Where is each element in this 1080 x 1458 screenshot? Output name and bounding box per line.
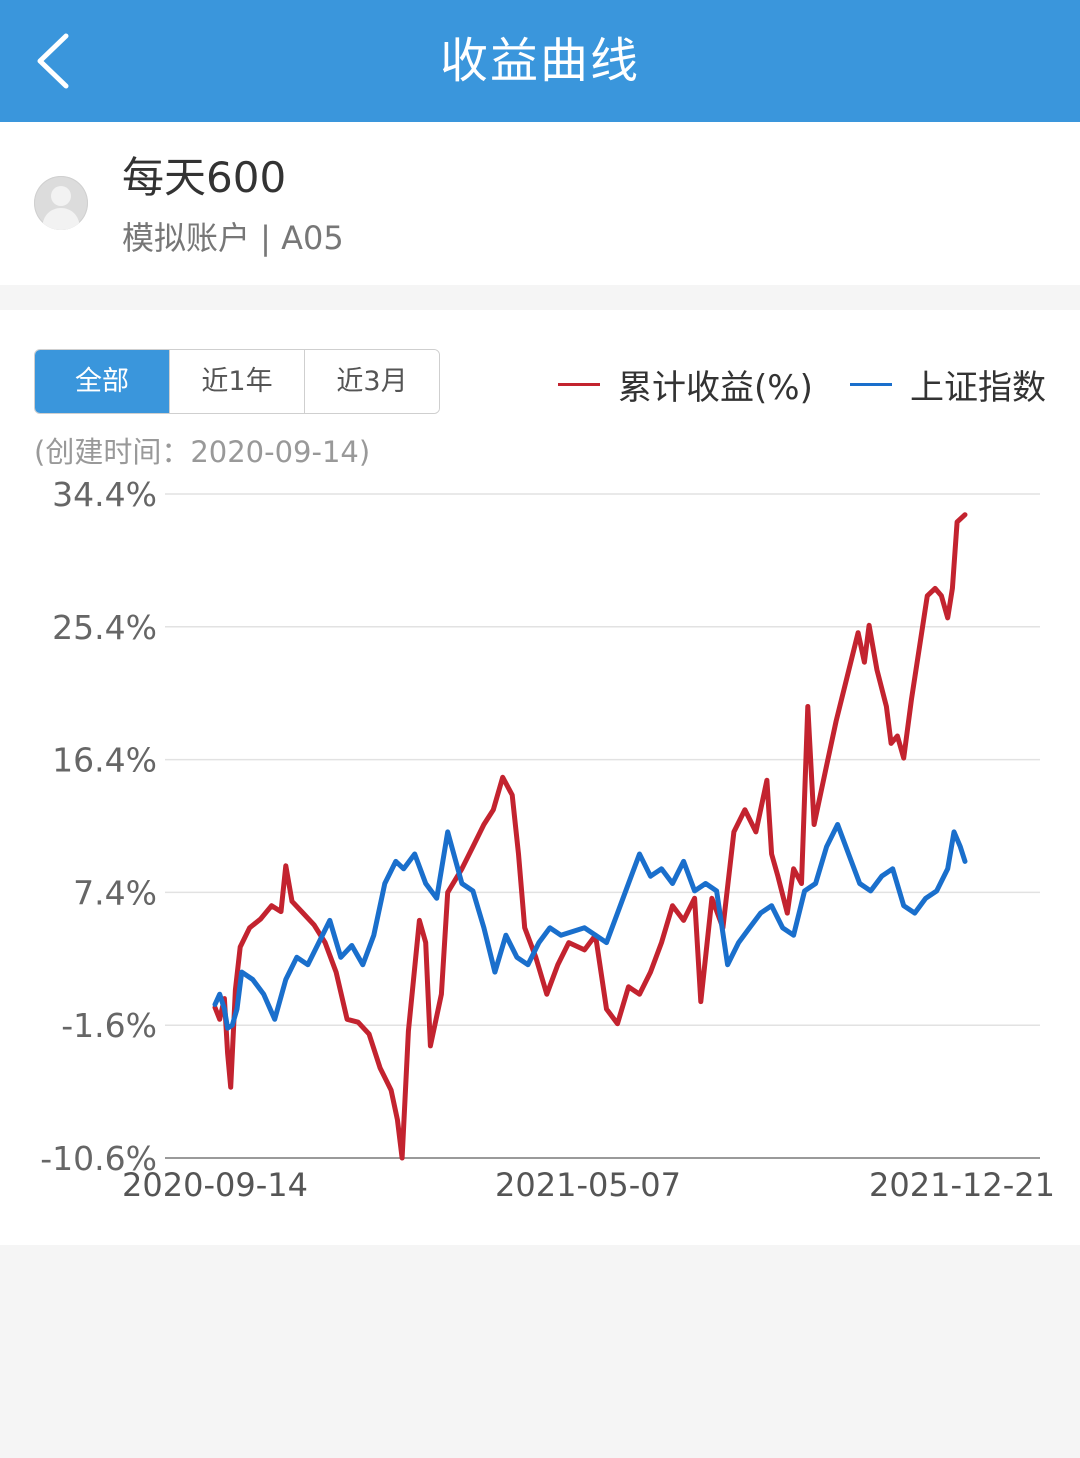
y-tick-label: -1.6%: [61, 1006, 157, 1045]
y-tick-label: 25.4%: [52, 608, 157, 647]
tab-3-months[interactable]: 近3月: [304, 350, 439, 413]
legend-item-return[interactable]: 累计收益(%): [558, 362, 813, 408]
legend-label-return: 累计收益(%): [618, 367, 813, 408]
return-line-chart: 34.4% 25.4% 16.4% 7.4% -1.6% -10.6%2020-09-14…: [40, 475, 1055, 1204]
y-tick-label: -10.6%: [40, 1139, 157, 1178]
page-title: 收益曲线: [439, 33, 640, 89]
y-tick-label: 34.4%: [52, 475, 157, 514]
series-line-return: [212, 512, 968, 1161]
y-tick-label: 16.4%: [52, 741, 157, 780]
account-label: 模拟账户 | A05: [122, 219, 344, 257]
app-header: 收益曲线: [0, 0, 1080, 122]
user-name: 每天600: [122, 153, 287, 202]
back-button[interactable]: [30, 30, 80, 92]
created-date: (创建时间：2020-09-14): [34, 435, 371, 469]
x-tick-label: 2021-12-21: [869, 1166, 1055, 1204]
tab-1-year[interactable]: 近1年: [169, 350, 304, 413]
legend-item-index[interactable]: 上证指数: [850, 362, 1046, 408]
legend-label-index: 上证指数: [910, 367, 1046, 408]
user-avatar-icon[interactable]: [34, 176, 88, 230]
y-tick-label: 7.4%: [73, 873, 157, 912]
series-line-index: [212, 822, 968, 1031]
legend-swatch-index: [850, 382, 892, 386]
chevron-left-icon: [37, 33, 69, 89]
x-tick-label: 2021-05-07: [495, 1166, 681, 1204]
profile-card: 每天600 模拟账户 | A05: [0, 122, 1080, 285]
range-tabs: 全部 近1年 近3月: [34, 349, 440, 414]
chart-card: 全部 近1年 近3月 累计收益(%) 上证指数 (创建时间：2020-09-14…: [0, 310, 1080, 1245]
x-tick-label: 2020-09-14: [122, 1166, 308, 1204]
legend-swatch-return: [558, 382, 600, 386]
tab-all[interactable]: 全部: [35, 350, 169, 413]
